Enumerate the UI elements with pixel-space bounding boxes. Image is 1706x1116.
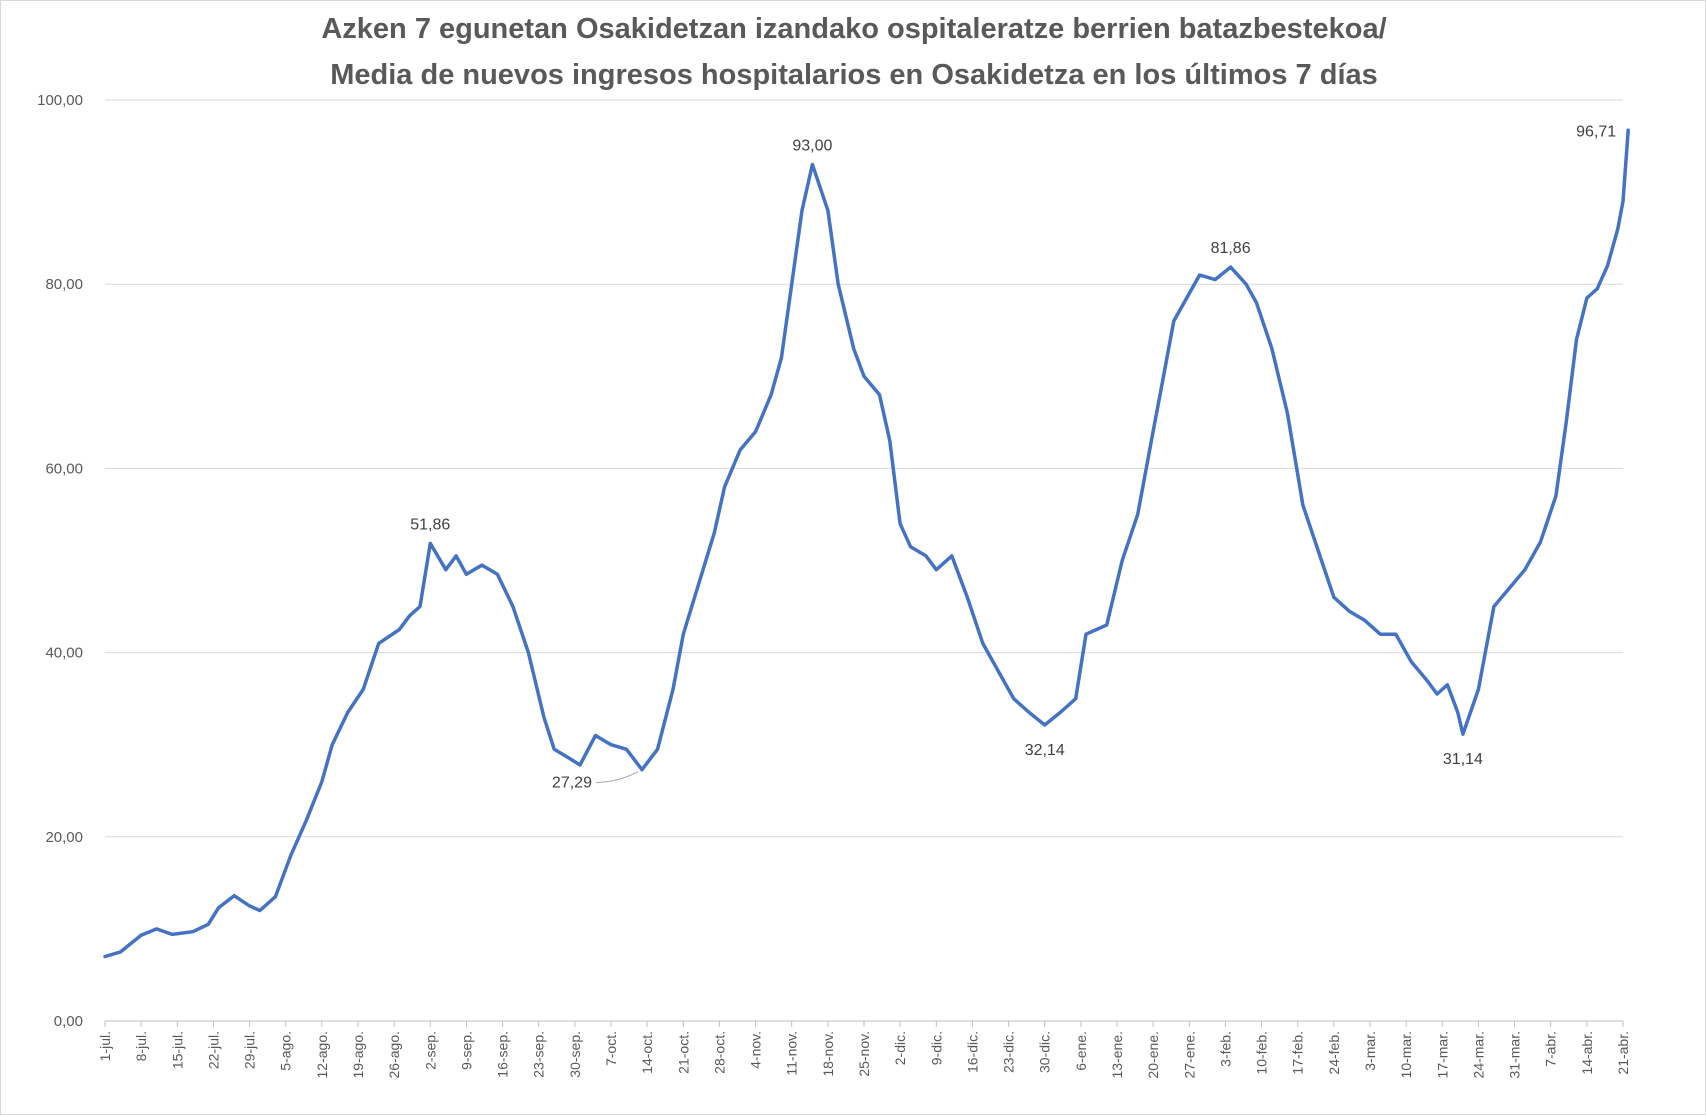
x-tick-label: 17-feb. [1290,1031,1306,1075]
x-tick-label: 3-mar. [1362,1031,1378,1071]
data-label: 27,29 [552,775,592,792]
x-tick-label: 18-nov. [820,1031,836,1077]
x-tick-label: 30-sep. [567,1031,583,1078]
x-tick-label: 20-ene. [1145,1031,1161,1078]
x-tick-label: 11-nov. [784,1031,800,1076]
x-tick-label: 19-ago. [350,1031,366,1078]
x-tick-label: 6-ene. [1073,1031,1089,1071]
x-tick-label: 4-nov. [748,1031,764,1069]
x-tick-label: 12-ago. [314,1031,330,1078]
x-tick-label: 24-mar. [1470,1031,1486,1078]
x-tick-label: 30-dic. [1037,1031,1053,1073]
x-tick-label: 14-oct. [639,1031,655,1074]
x-tick-label: 9-dic. [928,1031,944,1065]
data-label: 32,14 [1025,742,1065,759]
x-tick-label: 5-ago. [278,1031,294,1071]
x-tick-label: 16-dic. [964,1031,980,1073]
y-tick-label: 20,00 [45,829,83,846]
data-label: 51,86 [410,516,450,533]
y-tick-label: 80,00 [45,276,83,293]
data-label: 96,71 [1576,123,1616,140]
x-tick-label: 1-jul. [97,1031,113,1061]
x-tick-label: 3-feb. [1217,1031,1233,1067]
x-tick-label: 7-oct. [603,1031,619,1066]
x-tick-label: 8-jul. [133,1031,149,1061]
series-line [105,130,1628,956]
y-tick-label: 60,00 [45,460,83,477]
x-tick-label: 2-dic. [892,1031,908,1065]
data-label: 31,14 [1443,751,1483,768]
x-tick-label: 16-sep. [495,1031,511,1078]
x-tick-label: 31-mar. [1507,1031,1523,1078]
x-tick-label: 26-ago. [386,1031,402,1078]
x-tick-label: 27-ene. [1181,1031,1197,1078]
y-tick-label: 40,00 [45,645,83,662]
x-tick-label: 10-feb. [1254,1031,1270,1075]
y-tick-label: 0,00 [54,1013,83,1030]
data-label: 93,00 [792,137,832,154]
x-tick-label: 23-dic. [1001,1031,1017,1073]
x-tick-label: 25-nov. [856,1031,872,1077]
x-tick-label: 2-sep. [422,1031,438,1070]
x-tick-label: 15-jul. [169,1031,185,1069]
x-tick-label: 7-abr. [1543,1031,1559,1067]
x-tick-label: 29-jul. [242,1031,258,1069]
x-tick-label: 13-ene. [1109,1031,1125,1078]
x-tick-label: 10-mar. [1398,1031,1414,1078]
y-tick-label: 100,00 [37,92,83,109]
x-tick-label: 21-oct. [675,1031,691,1074]
data-label: 81,86 [1211,240,1251,257]
x-tick-label: 28-oct. [711,1031,727,1074]
x-tick-label: 14-abr. [1579,1031,1595,1075]
x-tick-label: 23-sep. [531,1031,547,1078]
x-tick-label: 17-mar. [1434,1031,1450,1078]
x-tick-label: 22-jul. [205,1031,221,1069]
x-tick-label: 9-sep. [458,1031,474,1070]
data-label-leader [596,772,638,783]
x-tick-label: 24-feb. [1326,1031,1342,1075]
x-tick-label: 21-abr. [1615,1031,1631,1075]
